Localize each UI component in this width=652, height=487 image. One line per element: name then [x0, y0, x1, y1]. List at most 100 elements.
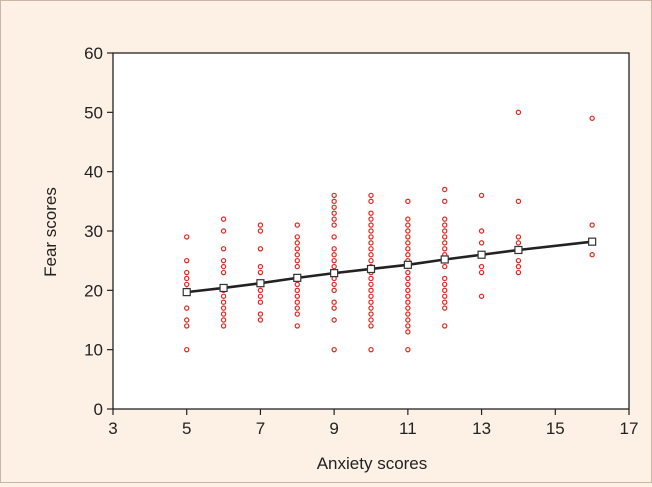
- fit-marker: [219, 283, 228, 293]
- data-point: [368, 287, 374, 294]
- data-point: [257, 246, 264, 252]
- y-tick-label: 10: [84, 341, 103, 360]
- data-point: [405, 299, 411, 305]
- data-point: [405, 234, 411, 240]
- data-point: [442, 263, 448, 270]
- data-point: [220, 311, 227, 317]
- data-point: [184, 257, 190, 264]
- data-point: [589, 252, 595, 258]
- data-point: [405, 329, 411, 335]
- data-point: [405, 317, 411, 323]
- data-point: [368, 293, 374, 299]
- data-point: [184, 317, 190, 323]
- data-point: [368, 246, 374, 252]
- fit-marker: [403, 260, 412, 269]
- data-point: [331, 287, 337, 294]
- data-point: [368, 305, 374, 311]
- data-point: [442, 299, 448, 305]
- data-point: [331, 299, 337, 305]
- fit-marker: [366, 264, 376, 274]
- data-point: [184, 281, 190, 288]
- data-point: [220, 257, 227, 264]
- data-point: [331, 281, 337, 288]
- data-point: [294, 263, 300, 270]
- y-tick-label: 60: [84, 44, 103, 63]
- data-point: [442, 216, 448, 222]
- data-point: [331, 246, 337, 252]
- data-point: [294, 299, 300, 305]
- fit-marker: [514, 245, 523, 255]
- data-point: [478, 228, 485, 234]
- data-point: [331, 216, 337, 222]
- data-point: [478, 263, 485, 270]
- data-point: [442, 240, 448, 246]
- data-point: [220, 299, 227, 305]
- data-point: [442, 281, 448, 288]
- data-point: [442, 186, 448, 193]
- data-point: [515, 269, 522, 276]
- data-point: [478, 293, 485, 299]
- data-point: [368, 198, 374, 205]
- x-tick-label: 15: [546, 419, 565, 438]
- data-point: [368, 281, 374, 288]
- data-point: [478, 240, 485, 246]
- data-point: [368, 210, 374, 216]
- data-point: [405, 216, 411, 222]
- data-point: [442, 305, 448, 311]
- data-point: [331, 305, 337, 311]
- data-point: [331, 198, 337, 205]
- data-point: [294, 287, 300, 294]
- fit-marker: [440, 255, 449, 264]
- data-point: [220, 228, 227, 234]
- data-point: [405, 287, 411, 294]
- data-point: [184, 234, 190, 240]
- data-point: [220, 263, 227, 270]
- data-point: [515, 263, 522, 270]
- data-point: [405, 198, 411, 205]
- data-point: [442, 222, 448, 228]
- x-axis-label: Anxiety scores: [317, 454, 428, 473]
- data-point: [405, 275, 411, 282]
- data-point: [478, 269, 485, 276]
- data-point: [515, 198, 522, 205]
- data-point: [331, 317, 337, 323]
- data-point: [368, 323, 374, 329]
- data-point: [405, 293, 411, 299]
- data-point: [331, 204, 337, 210]
- data-point: [515, 240, 522, 246]
- x-tick-label: 9: [329, 419, 338, 438]
- data-point: [220, 269, 227, 276]
- data-point: [294, 305, 300, 311]
- x-tick-label: 13: [472, 419, 491, 438]
- fit-marker: [182, 288, 191, 297]
- data-point: [331, 222, 337, 228]
- data-point: [294, 257, 300, 264]
- data-point: [405, 323, 411, 329]
- x-tick-label: 11: [399, 419, 417, 438]
- data-point: [405, 311, 411, 317]
- data-point: [368, 240, 374, 246]
- data-point: [368, 346, 374, 353]
- data-point: [405, 269, 411, 276]
- data-point: [442, 198, 448, 205]
- data-point: [294, 222, 300, 228]
- data-point: [368, 222, 374, 228]
- data-point: [442, 293, 448, 299]
- data-point: [331, 346, 337, 353]
- data-point: [220, 216, 227, 222]
- data-point: [478, 192, 485, 199]
- data-point: [368, 257, 374, 264]
- data-point: [589, 222, 595, 228]
- data-point: [331, 192, 337, 199]
- data-point: [515, 109, 522, 116]
- data-point: [331, 234, 337, 240]
- y-tick-label: 30: [84, 222, 103, 241]
- fit-marker: [588, 237, 597, 246]
- data-point: [405, 228, 411, 234]
- data-point: [405, 346, 411, 353]
- data-point: [294, 293, 300, 299]
- data-point: [294, 311, 300, 317]
- data-point: [368, 317, 374, 323]
- data-point: [442, 234, 448, 240]
- data-point: [405, 305, 411, 311]
